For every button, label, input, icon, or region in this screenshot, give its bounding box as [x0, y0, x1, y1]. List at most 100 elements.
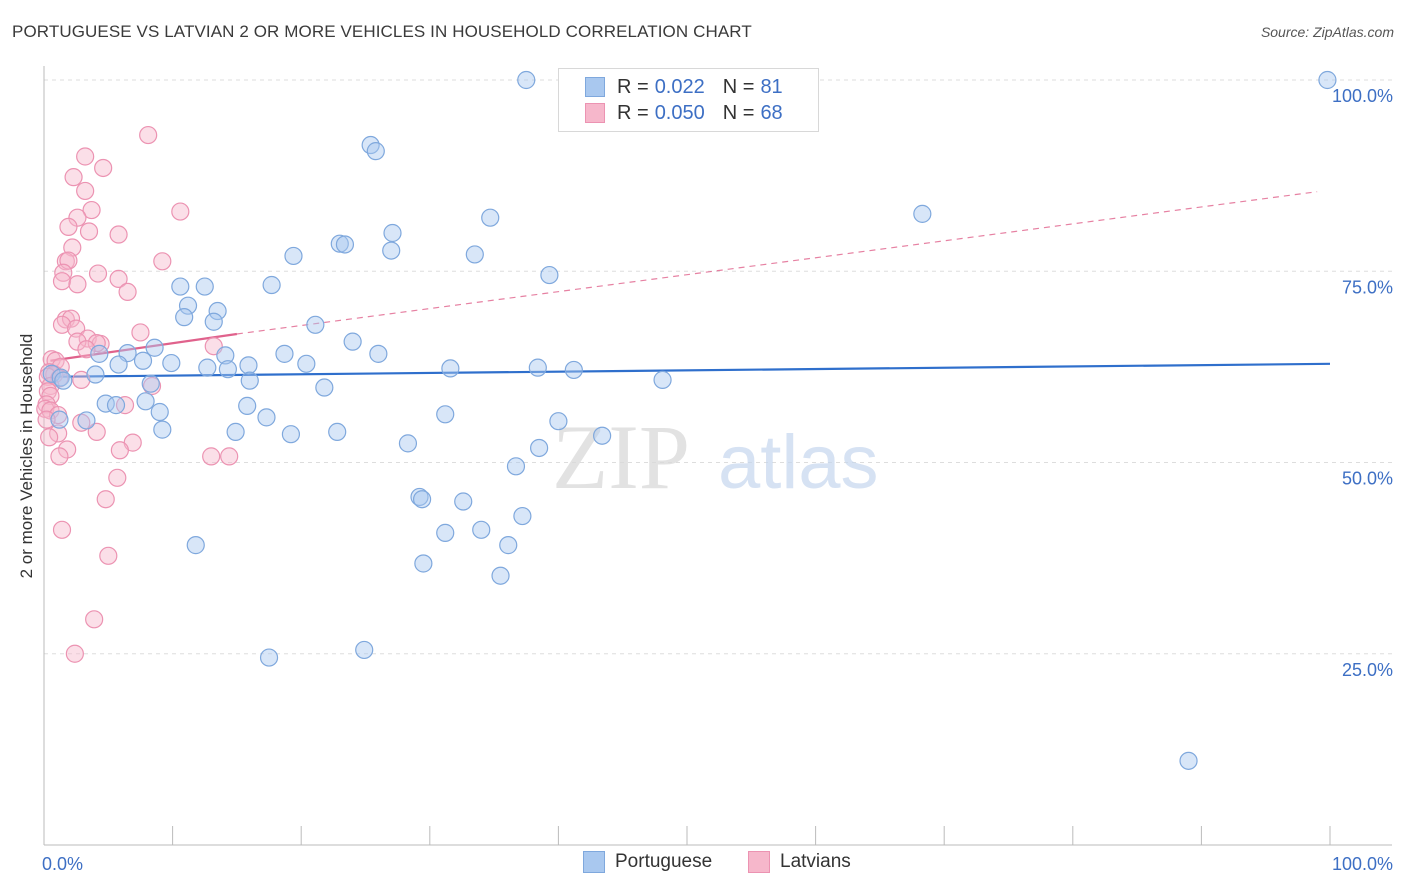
- latvians-point: [76, 181, 95, 201]
- portuguese-point: [472, 520, 491, 539]
- tick-labels: 25.0% 50.0% 75.0% 100.0% 0.0% 100.0%: [42, 86, 1393, 874]
- portuguese-point: [1318, 70, 1337, 90]
- portuguese-point: [410, 487, 429, 507]
- latvians-point: [94, 158, 113, 178]
- bottom-legend-latvians-label: Latvians: [780, 851, 851, 872]
- legend-row-latvians: R = 0.050 N = 68: [585, 100, 783, 126]
- portuguese-swatch: [585, 77, 605, 97]
- portuguese-point: [436, 523, 455, 542]
- legend-n-label: N =: [722, 101, 755, 124]
- latvians-point: [58, 440, 77, 459]
- latvians-point: [37, 410, 56, 429]
- portuguese-point: [259, 648, 279, 667]
- bottom-legend: Portuguese Latvians: [0, 851, 1406, 877]
- portuguese-point: [238, 396, 257, 415]
- latvians-point: [52, 272, 72, 291]
- latvians-point: [87, 422, 106, 441]
- portuguese-point: [528, 358, 547, 377]
- portuguese-trend-line: [50, 362, 1331, 378]
- portuguese-point: [593, 426, 612, 445]
- legend: R = 0.022 N = 81 R = 0.050 N = 68: [558, 68, 819, 132]
- latvians-point: [52, 315, 72, 334]
- latvians-point: [76, 147, 95, 166]
- latvians-point: [49, 424, 68, 443]
- portuguese-point: [178, 296, 198, 315]
- portuguese-point: [150, 402, 169, 422]
- latvians-point: [139, 125, 158, 145]
- portuguese-point: [328, 422, 347, 441]
- portuguese-point: [315, 378, 334, 397]
- latvians-point: [108, 468, 127, 487]
- portuguese-point: [141, 374, 160, 393]
- latvians-point: [52, 520, 72, 539]
- portuguese-point: [355, 640, 374, 660]
- portuguese-point: [343, 332, 362, 351]
- portuguese-point: [262, 275, 281, 295]
- portuguese-point: [175, 308, 194, 327]
- portuguese-point: [414, 554, 433, 573]
- x-tick-label: 100.0%: [1332, 854, 1393, 874]
- watermark-zip: ZIP: [552, 406, 690, 508]
- legend-n-label: N =: [722, 75, 755, 98]
- portuguese-point: [195, 277, 214, 296]
- legend-row-portuguese: R = 0.022 N = 81: [585, 74, 783, 100]
- portuguese-point: [383, 223, 402, 243]
- y-tick-label: 25.0%: [1342, 660, 1393, 680]
- latvians-point: [65, 644, 84, 663]
- portuguese-point: [441, 359, 460, 378]
- axes: [43, 66, 1392, 846]
- y-tick-label: 50.0%: [1342, 469, 1393, 489]
- latvians-point: [82, 200, 101, 220]
- bottom-legend-portuguese-label: Portuguese: [615, 851, 713, 872]
- trend-lines: [50, 191, 1331, 378]
- portuguese-point: [513, 506, 532, 526]
- portuguese-point: [306, 315, 325, 334]
- portuguese-point: [398, 434, 418, 453]
- portuguese-point: [530, 438, 549, 458]
- legend-n-value: 81: [760, 75, 783, 98]
- legend-r-label: R =: [617, 101, 649, 124]
- portuguese-point: [913, 204, 932, 223]
- latvians-point: [220, 447, 239, 466]
- portuguese-point: [109, 355, 128, 374]
- watermark-atlas: atlas: [718, 420, 879, 505]
- bottom-legend-latvians[interactable]: Latvians: [748, 851, 851, 873]
- portuguese-point: [540, 265, 559, 285]
- portuguese-point: [481, 208, 500, 227]
- portuguese-point: [281, 425, 301, 444]
- portuguese-point: [153, 420, 172, 439]
- portuguese-point: [171, 277, 190, 296]
- portuguese-point: [42, 364, 61, 383]
- portuguese-point: [275, 344, 294, 363]
- bottom-legend-portuguese[interactable]: Portuguese: [583, 851, 712, 873]
- y-tick-label: 75.0%: [1342, 277, 1393, 297]
- portuguese-point: [77, 411, 96, 430]
- latvians-point: [50, 447, 69, 466]
- legend-r-value: 0.022: [654, 75, 705, 98]
- latvians-trend-line-extended: [236, 191, 1318, 335]
- latvians-point: [79, 222, 99, 241]
- latvians-swatch: [748, 851, 770, 873]
- portuguese-point: [297, 354, 316, 373]
- portuguese-point: [549, 412, 568, 431]
- latvians-point: [88, 264, 108, 283]
- portuguese-point: [133, 351, 153, 370]
- portuguese-point: [491, 566, 510, 585]
- portuguese-point: [499, 536, 518, 555]
- portuguese-point: [506, 457, 526, 476]
- latvians-point: [118, 282, 137, 302]
- portuguese-point: [564, 360, 583, 380]
- latvians-point: [99, 546, 118, 565]
- latvians-point: [72, 370, 91, 389]
- legend-r-value: 0.050: [654, 101, 705, 124]
- portuguese-point: [145, 338, 164, 357]
- y-tick-label: 100.0%: [1332, 86, 1393, 106]
- source-note: Source: ZipAtlas.com: [1260, 24, 1394, 40]
- portuguese-point: [284, 246, 303, 266]
- latvians-point: [64, 168, 83, 187]
- latvians-point: [171, 202, 190, 221]
- latvians-point: [153, 252, 172, 271]
- legend-r-label: R =: [617, 75, 649, 98]
- portuguese-point: [106, 396, 126, 415]
